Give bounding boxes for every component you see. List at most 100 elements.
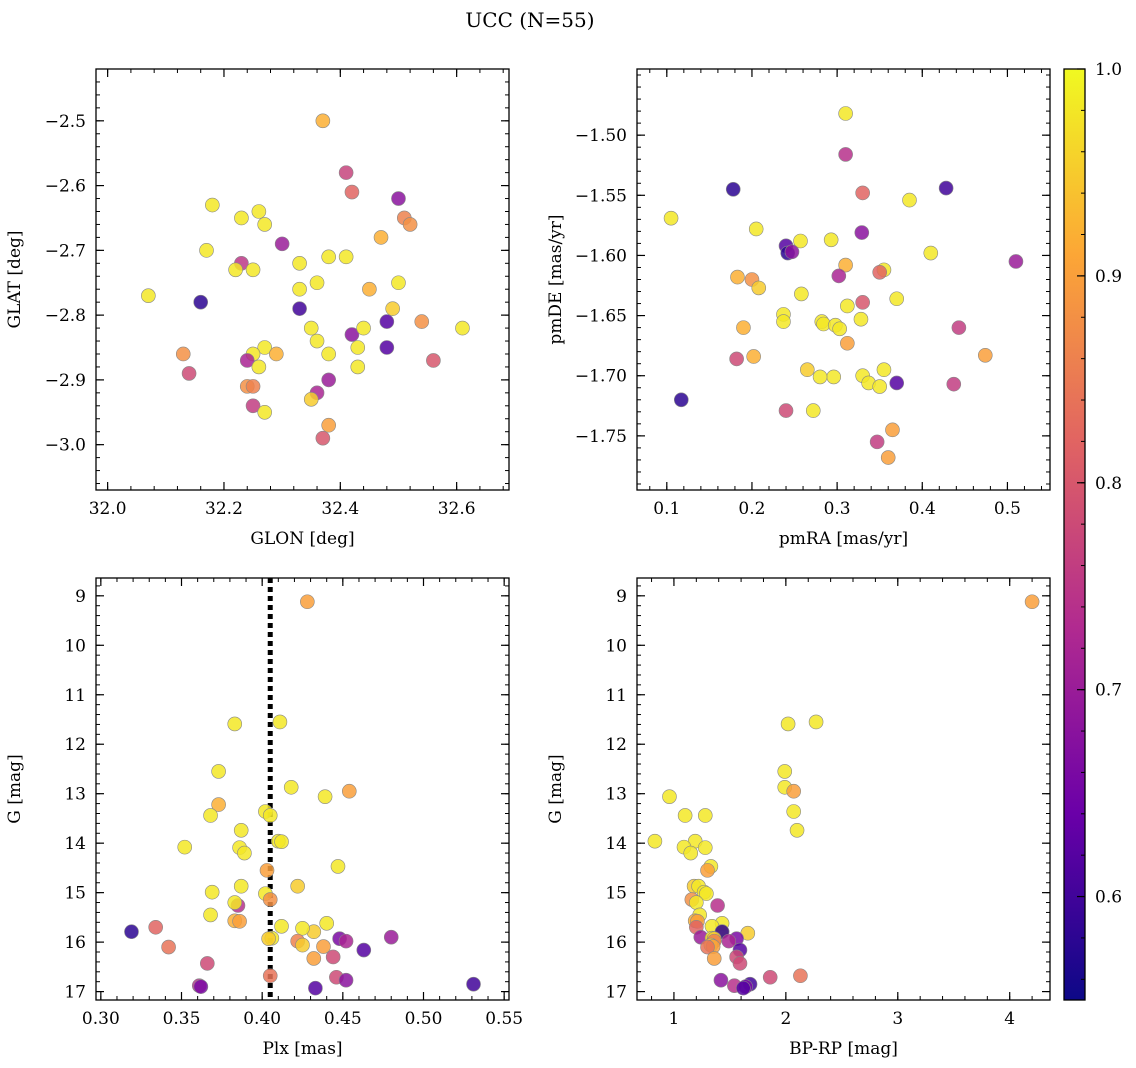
data-point	[826, 369, 842, 385]
x-tick-label: 32.0	[89, 499, 127, 519]
data-point	[257, 404, 272, 420]
data-point	[710, 898, 725, 913]
data-point	[315, 430, 331, 446]
data-point	[200, 956, 215, 971]
colorbar: 0.6 0.7 0.8 0.9 1.0	[1063, 60, 1122, 1001]
data-point	[239, 353, 255, 368]
data-point	[292, 301, 307, 316]
colorbar-tick-label: 1.0	[1095, 60, 1122, 80]
data-point	[663, 210, 679, 226]
data-point	[274, 918, 289, 934]
y-tick-label: −2.6	[45, 177, 86, 197]
data-point	[872, 379, 887, 394]
data-point	[338, 933, 354, 949]
y-tick-label: −1.65	[575, 307, 627, 327]
data-point	[800, 362, 815, 378]
data-point	[274, 834, 289, 849]
data-point	[391, 191, 406, 206]
data-point	[257, 340, 272, 355]
y-tick-label: −2.5	[45, 112, 86, 132]
data-point	[855, 185, 870, 201]
y-tick-label: 17	[605, 983, 627, 1003]
data-point	[762, 969, 778, 985]
data-point	[306, 951, 322, 966]
data-point	[292, 256, 307, 271]
data-point	[855, 295, 870, 310]
data-point	[938, 180, 954, 196]
data-point	[316, 939, 331, 954]
data-point	[889, 291, 905, 307]
y-tick-label: 12	[64, 735, 86, 755]
data-point	[350, 340, 366, 355]
data-point	[233, 878, 249, 894]
data-point	[902, 192, 917, 208]
colorbar-tick-label: 0.6	[1095, 888, 1122, 908]
y-tick-label: 13	[605, 785, 627, 805]
data-point	[808, 714, 824, 730]
data-point	[677, 808, 693, 823]
data-point	[204, 884, 220, 900]
data-point	[362, 281, 377, 297]
data-point	[233, 823, 249, 838]
x-axis-label: GLON [deg]	[250, 529, 354, 549]
data-point	[338, 249, 354, 265]
y-tick-label: 16	[64, 933, 86, 953]
y-tick-label: −3.0	[45, 436, 86, 456]
x-tick-label: 0.40	[243, 1009, 281, 1029]
data-point	[295, 937, 310, 953]
data-point	[205, 197, 220, 213]
data-point	[245, 398, 261, 414]
data-point	[699, 886, 714, 901]
data-point	[700, 939, 715, 955]
y-tick-label: 16	[605, 933, 627, 953]
data-point	[713, 972, 729, 988]
x-tick-label: 32.4	[321, 499, 359, 519]
y-tick-label: 9	[75, 587, 86, 607]
points-group	[141, 113, 470, 446]
data-point	[290, 878, 305, 894]
data-point	[778, 403, 794, 418]
data-point	[736, 980, 751, 996]
y-tick-label: 9	[616, 587, 627, 607]
data-point	[662, 789, 677, 804]
data-point	[647, 833, 663, 849]
colorbar-tick-label: 0.7	[1095, 681, 1122, 701]
x-axis-label: pmRA [mas/yr]	[779, 529, 908, 549]
panel-plx-g: 0.30 0.35 0.40 0.45 0.50 0.55 9 10 11 12 13 14 15 16 1…	[5, 577, 523, 1059]
data-point	[141, 288, 156, 303]
axes-frame	[636, 577, 1051, 1001]
x-tick-label: 0.2	[738, 499, 765, 519]
data-point	[232, 914, 247, 929]
x-tick-label: 0.45	[324, 1009, 362, 1029]
colorbar-bar	[1063, 68, 1086, 1001]
data-point	[706, 951, 722, 966]
data-point	[181, 366, 197, 381]
data-point	[831, 268, 847, 284]
axes-frame	[95, 577, 510, 1001]
data-point	[838, 106, 853, 121]
data-point	[977, 347, 993, 363]
data-point	[269, 346, 284, 362]
data-point	[237, 845, 252, 861]
data-point	[786, 804, 801, 819]
axes-frame	[95, 68, 510, 491]
data-point	[379, 340, 395, 355]
y-tick-label: −1.55	[575, 186, 627, 206]
panels-group: 32.0 32.2 32.4 32.6 −2.5 −2.6 −2.7 −2.8 −2.9 −3.0…	[5, 68, 1051, 1059]
data-point	[391, 275, 406, 291]
data-point	[697, 840, 713, 855]
data-point	[315, 113, 331, 129]
y-tick-label: 14	[64, 834, 86, 854]
data-point	[1008, 254, 1024, 269]
x-tick-label: 0.50	[405, 1009, 443, 1029]
data-point	[793, 233, 808, 249]
data-point	[725, 181, 741, 197]
data-point	[262, 892, 278, 907]
data-point	[838, 257, 853, 273]
data-point	[689, 895, 704, 910]
data-point	[700, 863, 715, 878]
data-point	[356, 942, 372, 958]
data-point	[344, 327, 360, 342]
y-axis-label: G [mag]	[5, 754, 25, 823]
